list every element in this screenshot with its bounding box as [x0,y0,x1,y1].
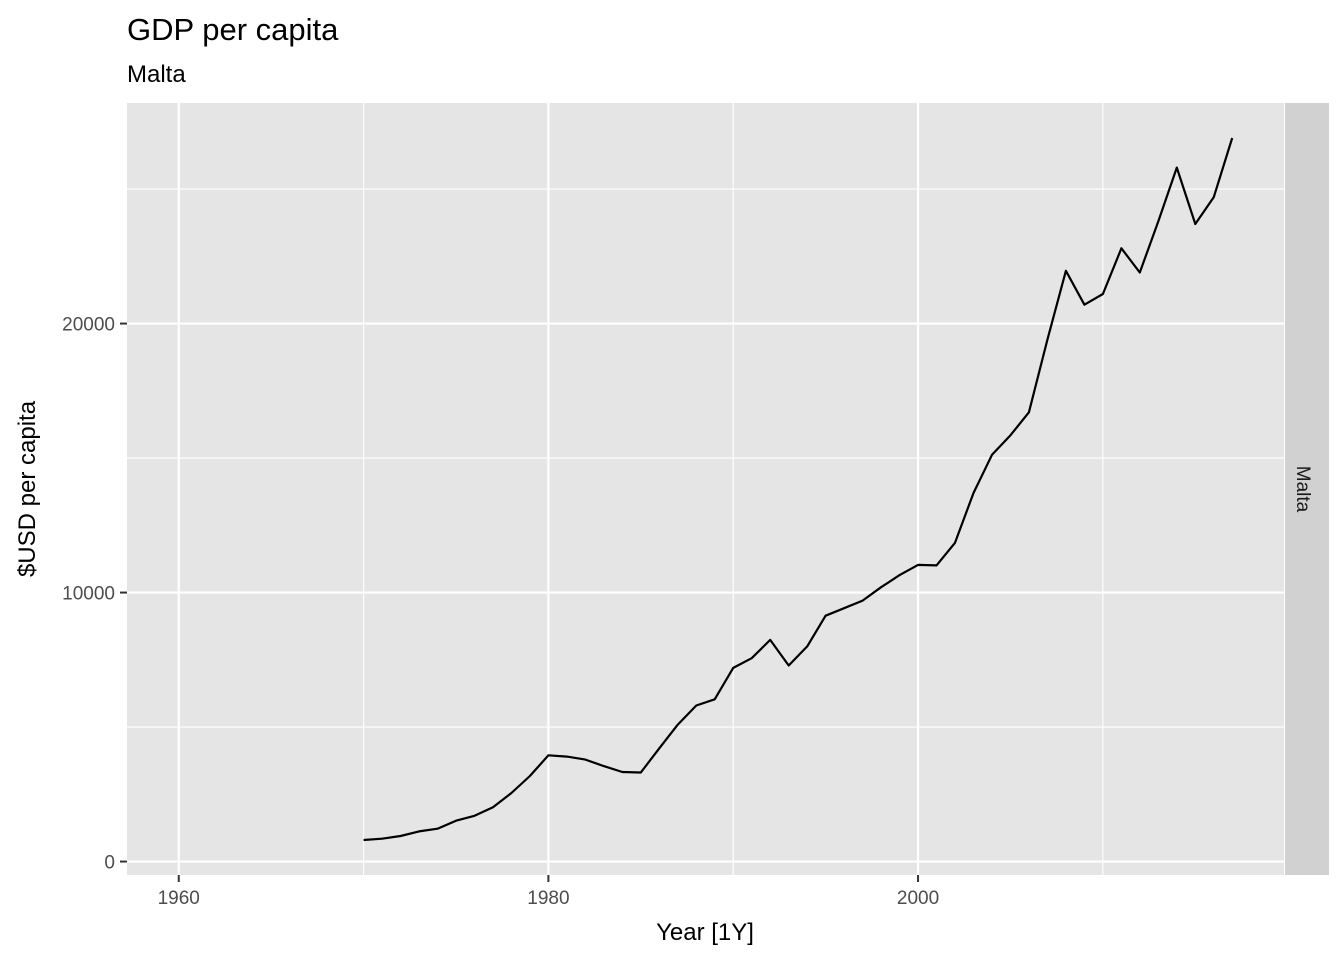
y-tick-label: 20000 [62,315,115,336]
chart-title: GDP per capita [127,12,339,47]
facet-strip [1285,103,1329,875]
x-tick-label: 1960 [158,888,200,909]
x-axis-title: Year [1Y] [656,919,754,946]
y-tick-label: 0 [104,853,115,874]
major-gridlines [127,103,1284,875]
x-tick-label: 2000 [897,888,939,909]
y-axis: 0 10000 20000 [62,315,127,874]
x-tick-label: 1980 [527,888,569,909]
minor-gridlines [127,103,1284,875]
plot-panel [127,103,1284,875]
facet-strip-label: Malta [1292,466,1313,513]
chart-subtitle: Malta [127,61,186,88]
x-axis: 1960 1980 2000 [158,875,939,909]
y-tick-label: 10000 [62,584,115,605]
y-axis-title: $USD per capita [14,400,41,577]
series-line [363,137,1234,842]
